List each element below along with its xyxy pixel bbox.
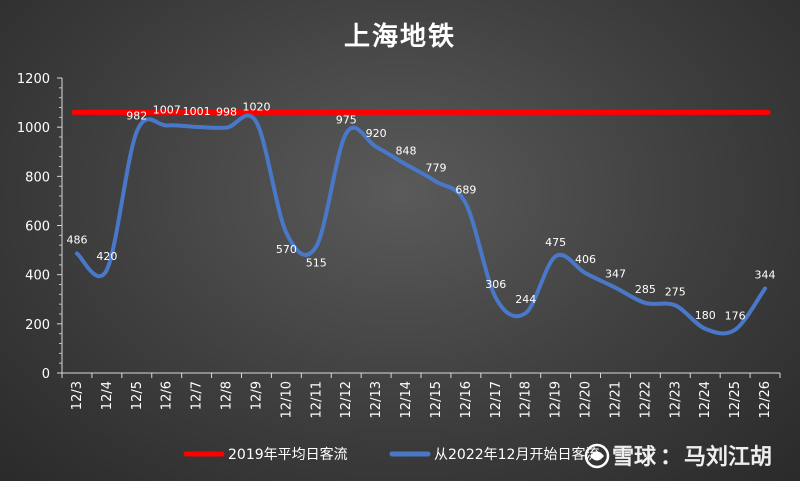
data-label: 998 <box>216 106 237 119</box>
x-tick-label: 12/15 <box>429 381 444 418</box>
x-tick-label: 12/22 <box>638 381 653 418</box>
x-tick-label: 12/7 <box>190 381 205 410</box>
y-tick-label: 1200 <box>17 72 50 87</box>
data-label: 244 <box>515 293 536 306</box>
watermark-separator: ： <box>660 445 682 470</box>
x-tick-label: 12/4 <box>100 381 115 410</box>
x-tick-label: 12/5 <box>130 381 145 410</box>
x-tick-label: 12/9 <box>249 381 264 410</box>
x-tick-label: 12/14 <box>399 381 414 418</box>
x-tick-label: 12/19 <box>549 381 564 418</box>
x-tick-label: 12/24 <box>698 381 713 418</box>
data-label: 180 <box>695 309 716 322</box>
x-tick-label: 12/17 <box>489 381 504 418</box>
x-tick-label: 12/11 <box>309 381 324 418</box>
series-layer <box>74 113 768 336</box>
watermark: 雪球 ： 马刘江胡 <box>584 443 772 470</box>
x-tick-label: 12/13 <box>369 381 384 418</box>
x-tick-label: 12/20 <box>579 381 594 418</box>
data-label: 344 <box>755 268 776 281</box>
data-label: 1001 <box>183 105 211 118</box>
watermark-author: 马刘江胡 <box>684 444 772 470</box>
data-label: 779 <box>425 161 446 174</box>
legend-label-2019: 2019年平均日客流 <box>228 446 348 463</box>
data-labels: 486 420 982 1007 1001 998 1020 570 515 975 920 848 7… <box>66 100 775 322</box>
data-label: 406 <box>575 253 596 266</box>
y-axis: 0 200 400 600 800 1000 1200 <box>17 72 63 382</box>
data-label: 848 <box>396 145 417 158</box>
y-tick-label: 800 <box>25 170 50 185</box>
y-tick-label: 200 <box>25 318 50 333</box>
series-line-2022 <box>74 113 768 336</box>
data-label: 515 <box>306 256 327 269</box>
data-label: 570 <box>276 243 297 256</box>
legend-label-2022: 从2022年12月开始日客流 <box>434 446 599 463</box>
data-label: 306 <box>485 278 506 291</box>
y-tick-label: 400 <box>25 269 50 284</box>
y-tick-label: 0 <box>42 367 50 382</box>
data-label: 1007 <box>153 103 181 116</box>
data-label: 1020 <box>242 100 270 113</box>
x-tick-label: 12/10 <box>279 381 294 418</box>
data-label: 285 <box>635 283 656 296</box>
data-label: 982 <box>126 110 147 123</box>
data-label: 475 <box>545 236 566 249</box>
snowball-logo-icon <box>584 443 610 469</box>
data-label: 275 <box>665 285 686 298</box>
data-label: 486 <box>66 234 87 247</box>
x-tick-label: 12/23 <box>668 381 683 418</box>
chart-title: 上海地铁 <box>343 22 456 52</box>
x-axis: 12/3 12/4 12/5 12/6 12/7 12/8 12/9 12/10 12/11 12… <box>61 372 781 418</box>
x-tick-label: 12/25 <box>728 381 743 418</box>
data-label: 689 <box>455 184 476 197</box>
x-tick-label: 12/6 <box>160 381 175 410</box>
data-label: 920 <box>366 127 387 140</box>
x-tick-label: 12/8 <box>220 381 235 410</box>
data-label: 176 <box>725 310 746 323</box>
x-tick-label: 12/16 <box>459 381 474 418</box>
y-tick-label: 1000 <box>17 121 50 136</box>
y-tick-label: 600 <box>25 220 50 235</box>
data-label: 347 <box>605 268 626 281</box>
x-tick-label: 12/12 <box>339 381 354 418</box>
x-tick-label: 12/26 <box>758 381 773 418</box>
x-tick-label: 12/3 <box>70 381 85 410</box>
x-tick-label: 12/18 <box>519 381 534 418</box>
watermark-brand: 雪球 <box>612 445 657 470</box>
data-label: 420 <box>96 250 117 263</box>
data-label: 975 <box>336 113 357 126</box>
legend: 2019年平均日客流 从2022年12月开始日客流 <box>183 446 599 463</box>
x-tick-label: 12/21 <box>608 381 623 418</box>
